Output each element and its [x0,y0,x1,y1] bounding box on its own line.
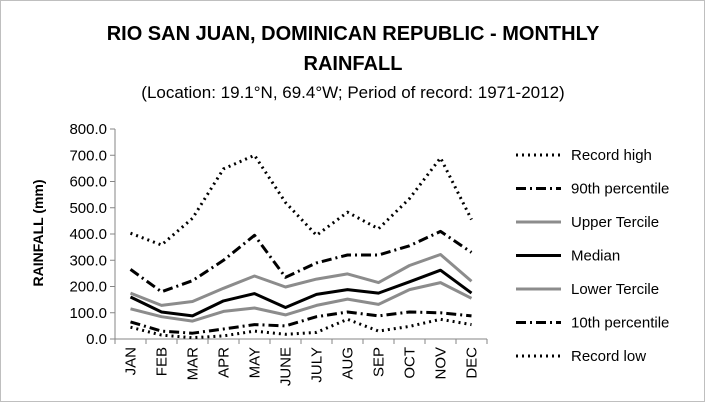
x-tick-label: APR [216,347,233,378]
y-tick-label: 700.0 [69,147,107,164]
series-line-record-high [129,153,473,247]
x-tick-label: OCT [402,347,419,379]
series-line-upper-tercile [129,253,473,307]
chart-title-line-2: RAINFALL [304,53,403,75]
legend-label: Upper Tercile [571,214,659,231]
x-tick-label: SEP [371,347,388,377]
y-tick-label: 500.0 [69,200,107,217]
chart-subtitle: (Location: 19.1°N, 69.4°W; Period of rec… [141,83,564,102]
x-tick-label: MAY [247,347,264,378]
x-tick-label: JAN [123,347,140,375]
series-line-median [129,268,473,318]
series-line-record-low [130,317,472,340]
x-tick-label: MAR [185,347,202,381]
x-tick-label: DEC [464,347,481,379]
y-tick-label: 100.0 [69,305,107,322]
y-tick-label: 300.0 [69,252,107,269]
y-tick-label: 600.0 [69,174,107,191]
axes: 0.0 100.0 200.0 300.0 400.0 500.0 600.0 700.0 80… [69,121,488,386]
y-tick-label: 0.0 [86,331,107,348]
series-line-10th-percentile [130,310,472,335]
x-tick-label: JUNE [278,347,295,386]
x-tick-label: NOV [433,347,450,380]
y-tick-label: 800.0 [69,121,107,138]
y-tick-label: 400.0 [69,226,107,243]
legend-label: 10th percentile [571,315,669,332]
chart-title-line-1: RIO SAN JUAN, DOMINICAN REPUBLIC - MONTH… [107,23,600,45]
x-tick-label: AUG [340,347,357,380]
legend-label: Lower Tercile [571,281,659,298]
series-line-90th-percentile [129,229,473,294]
y-tick-label: 200.0 [69,279,107,296]
legend-label: Record high [571,147,652,164]
x-tick-label: FEB [154,347,171,376]
legend-label: 90th percentile [571,181,669,198]
legend-label: Record low [571,348,646,365]
x-tick-label: JULY [309,347,326,383]
series-layer [129,153,473,340]
series-line-lower-tercile [130,281,473,323]
legend-label: Median [571,248,620,265]
y-axis-label: RAINFALL (mm) [30,179,46,286]
legend: Record high 90th percentile Upper Tercile M… [516,147,669,365]
